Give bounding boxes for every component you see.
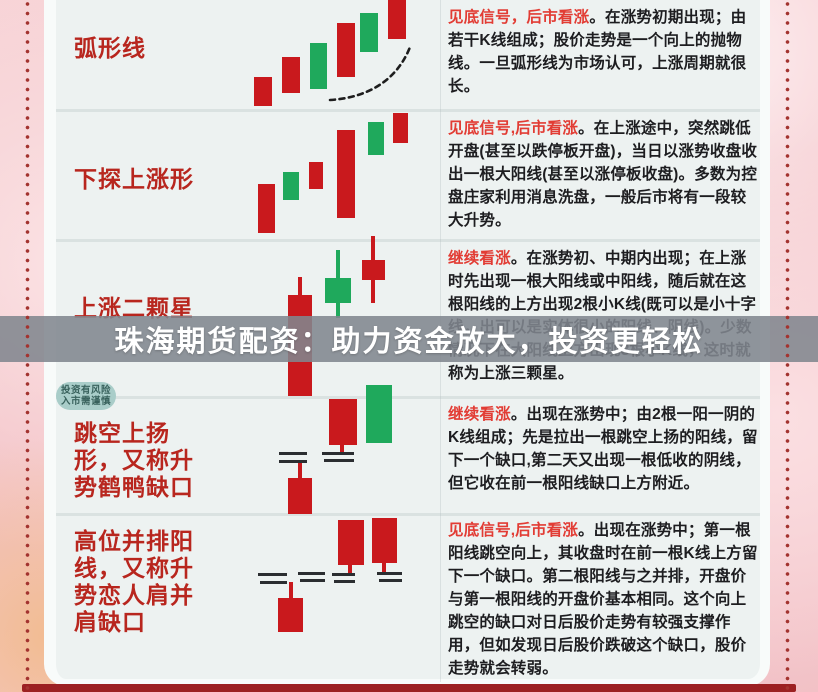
risk-line-2: 入市需谨慎	[60, 396, 111, 407]
bear-candle-body	[283, 172, 299, 200]
gap-line	[379, 579, 402, 582]
bull-candle-wick	[289, 582, 293, 598]
bull-candle-body	[329, 399, 357, 445]
bull-candle-body	[372, 518, 397, 563]
bull-candle-body	[362, 260, 385, 280]
left-dotted-border	[25, 0, 30, 692]
pattern-name-gap-up: 跳空上扬形，又称升势鹤鸭缺口	[74, 420, 194, 500]
gap-line	[300, 579, 325, 582]
bear-candle-body	[325, 278, 351, 303]
bull-candle-wick	[298, 463, 302, 478]
desc-text: 。出现在涨势中；由2根一阳一阴的K线组成；先是拉出一根跳空上扬的阳线，留下一个缺…	[448, 406, 758, 492]
gap-line	[279, 460, 307, 463]
bottom-red-strip	[22, 684, 796, 692]
bull-candle-body	[338, 520, 364, 565]
bull-candle-body	[278, 598, 303, 632]
bull-candle-body	[388, 0, 406, 39]
bull-candle-body	[393, 113, 408, 143]
dashed-arc-curve-icon	[328, 45, 412, 102]
gap-line	[279, 452, 307, 455]
desc-text: 。出现在涨势中；第一根阳线跳空向上，其收盘时在前一根K线上方留下一个缺口。第二根…	[448, 522, 758, 677]
pattern-desc-probe-up: 见底信号,后市看涨。在上涨途中，突然跳低开盘(甚至以跌停板开盘)，当日以涨势收盘…	[448, 117, 760, 232]
bull-candle-wick	[382, 563, 386, 573]
gap-line	[322, 452, 354, 455]
bull-candle-body	[288, 478, 312, 514]
risk-disclaimer-badge: 投资有风险 入市需谨慎	[56, 382, 116, 410]
pattern-desc-parallel-yang: 见底信号,后市看涨。出现在涨势中；第一根阳线跳空向上，其收盘时在前一根K线上方留…	[448, 519, 760, 680]
pattern-name-arc-line: 弧形线	[74, 35, 146, 61]
bear-candle-wick	[336, 303, 340, 318]
signal-label: 继续看涨	[448, 250, 511, 267]
gap-line	[377, 572, 402, 575]
watermark-text: 珠海期货配资：助力资金放大，投资更轻松	[114, 326, 704, 358]
bull-candle-body	[309, 162, 323, 189]
row-divider	[56, 239, 760, 242]
pattern-name-probe-up: 下探上涨形	[74, 166, 194, 192]
row-divider	[56, 396, 760, 399]
bull-candle-wick	[371, 236, 375, 260]
row-divider	[56, 513, 760, 516]
signal-label: 见底信号,后市看涨	[448, 120, 579, 137]
signal-label: 见底信号,后市看涨	[448, 522, 579, 539]
gap-line	[258, 573, 287, 576]
desc-text: 。在上涨途中，突然跳低开盘(甚至以跌停板开盘)，当日以涨势收盘收出一根大阳线(甚…	[448, 120, 758, 229]
bull-candle-body	[254, 77, 272, 106]
risk-line-1: 投资有风险	[60, 385, 111, 396]
bull-candle-wick	[348, 565, 352, 574]
right-dotted-border	[785, 0, 790, 692]
bull-candle-body	[282, 57, 300, 93]
bull-candle-body	[337, 23, 355, 77]
gap-line	[260, 581, 287, 584]
bear-candle-body	[310, 43, 327, 89]
bear-candle-body	[368, 122, 384, 155]
gap-line	[334, 580, 355, 583]
pattern-desc-arc-line: 见底信号，后市看涨。在涨势初期出现；由若干K线组成；股价走势是一个向上的抛物线。…	[448, 6, 760, 98]
watermark-band: 珠海期货配资：助力资金放大，投资更轻松	[0, 316, 818, 362]
bull-candle-body	[337, 130, 355, 218]
bear-candle-body	[366, 385, 392, 443]
gap-line	[298, 572, 325, 575]
pattern-desc-gap-up: 继续看涨。出现在涨势中；由2根一阳一阴的K线组成；先是拉出一根跳空上扬的阳线，留…	[448, 403, 760, 495]
bull-candle-wick	[340, 445, 344, 453]
bull-candle-wick	[298, 277, 302, 295]
bull-candle-body	[258, 184, 275, 233]
signal-label: 继续看涨	[448, 406, 511, 423]
signal-label: 见底信号，后市看涨	[448, 9, 590, 26]
bear-candle-wick	[336, 250, 340, 278]
bear-candle-body	[360, 13, 378, 52]
pattern-name-parallel-yang: 高位并排阳线，又称升势恋人肩并肩缺口	[74, 528, 194, 635]
bull-candle-wick	[371, 280, 375, 303]
gap-line	[332, 573, 355, 576]
desc-text: 。在涨势初期出现；由若干K线组成；股价走势是一个向上的抛物线。一旦弧形线为市场认…	[448, 9, 747, 95]
gap-line	[324, 459, 354, 462]
row-divider	[56, 109, 760, 112]
